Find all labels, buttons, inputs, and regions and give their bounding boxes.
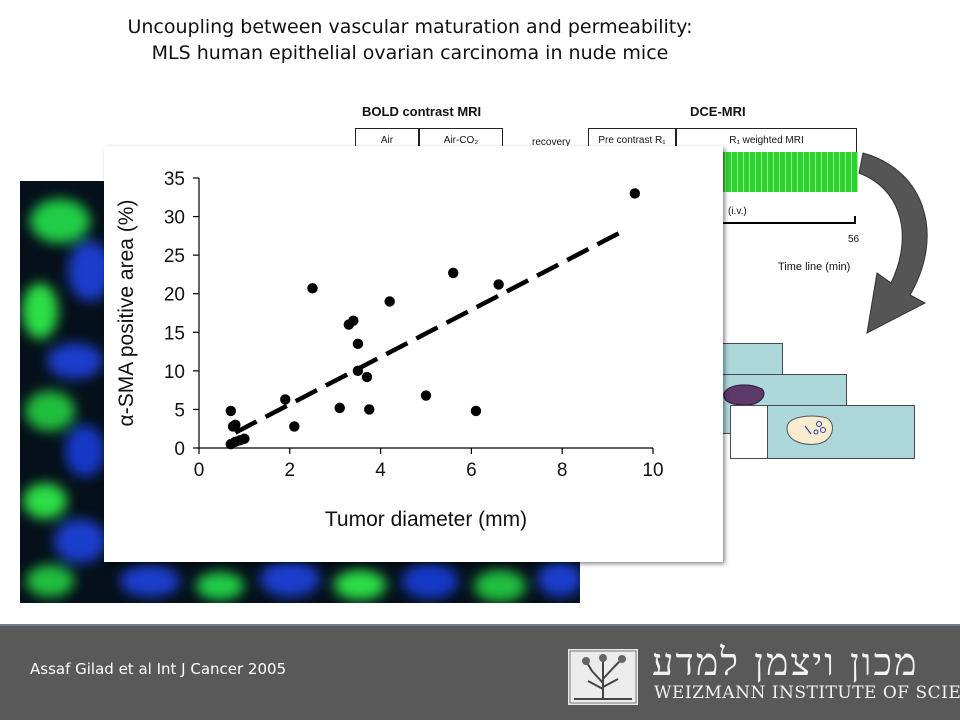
y-tick-label: 20 [164,285,185,306]
y-tick-label: 25 [164,246,185,267]
y-tick-label: 35 [164,169,185,190]
tumor-image-light [786,415,833,445]
logo-english-text: WEIZMANN INSTITUTE OF SCIENCE [654,683,960,703]
dce-acquisition-bar [720,152,858,192]
dce-mri-header: DCE-MRI [690,104,746,119]
y-tick-label: 15 [164,323,185,344]
data-point [348,315,359,326]
slice-white-block [731,406,768,458]
footer-bar [0,624,960,720]
data-point [361,371,373,383]
data-point [352,338,364,350]
data-point [230,419,241,431]
data-point [280,394,291,405]
data-point [420,390,432,401]
slide-title: Uncoupling between vascular maturation a… [0,14,820,66]
logo-hebrew-text: מכון ויצמן למדע [652,640,919,684]
data-point [493,279,504,290]
scatter-plot-panel: 0 5 10 15 20 25 30 35 0 2 4 6 8 10 Tumor diameter (mm)… [104,146,723,562]
trend-line [234,230,623,435]
x-tick-label: 0 [194,460,205,481]
x-tick-label: 4 [375,460,386,481]
timeline-label: Time line (min) [778,261,851,273]
bold-mri-header: BOLD contrast MRI [362,104,482,119]
y-tick-label: 30 [164,208,185,229]
citation-text: Assaf Gilad et al Int J Cancer 2005 [30,660,287,678]
tumor-image-dark [723,384,765,406]
scatter-chart: 0 5 10 15 20 25 30 35 0 2 4 6 8 10 Tumor diameter (mm)… [115,169,664,531]
emblem-tree-icon [569,650,637,704]
x-tick-label: 6 [466,460,477,481]
x-tick-label: 10 [642,460,663,481]
data-point [470,405,482,417]
y-tick-label: 0 [174,439,185,460]
cell-label-air: Air [380,135,394,146]
data-point [448,267,459,279]
cell-label-r1-weighted: R₁ weighted MRI [729,135,804,146]
y-tick-label: 5 [174,400,185,421]
y-axis-label: α-SMA positive area (%) [115,200,138,427]
cell-label-pre-contrast: Pre contrast R₁ [598,135,666,146]
protocol-recovery-label: recovery [532,137,571,148]
data-point [364,404,375,415]
timeline-tick [854,216,856,224]
title-line-2: MLS human epithelial ovarian carcinoma i… [151,42,669,64]
image-slice-3 [730,405,915,459]
data-point [289,421,300,432]
weizmann-emblem-icon [568,649,638,705]
x-tick-label: 2 [285,460,296,481]
footer-divider [0,624,960,626]
x-axis-label: Tumor diameter (mm) [325,508,527,531]
data-point [352,365,364,377]
data-point [225,405,236,417]
x-tick-label: 8 [557,460,568,481]
iv-injection-label: (i.v.) [728,206,747,217]
data-point [629,188,641,199]
timeline-end-label: 56 [848,234,860,245]
data-point [307,283,318,294]
data-point [334,402,345,414]
data-point [239,433,250,444]
timeline-axis [720,222,856,224]
y-tick-label: 10 [164,362,185,383]
cell-label-air-co2: Air-CO₂ [443,135,479,146]
data-point [384,296,395,307]
curved-arrow-icon [858,152,928,334]
title-line-1: Uncoupling between vascular maturation a… [127,16,693,38]
